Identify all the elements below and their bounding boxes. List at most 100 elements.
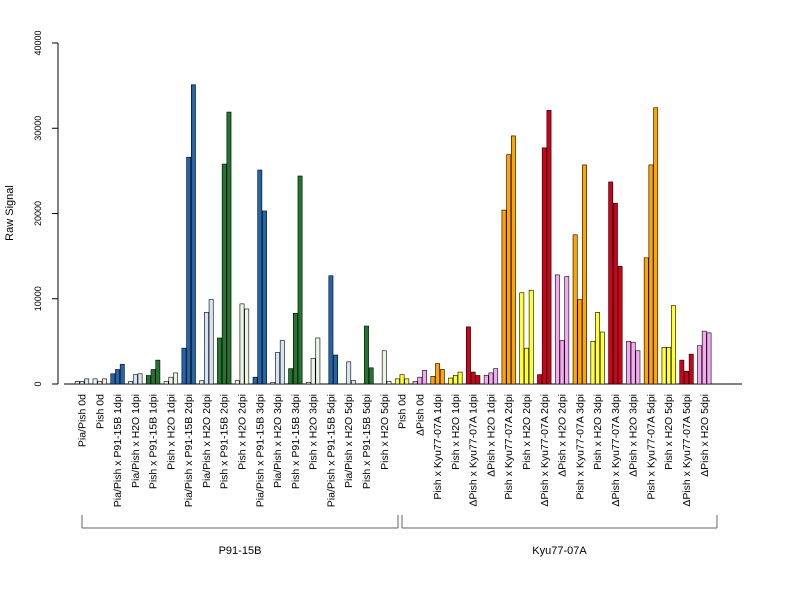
bar — [381, 350, 387, 385]
bar — [617, 266, 623, 385]
bar — [364, 325, 369, 385]
bar — [706, 332, 712, 385]
x-tick-label: Pia/Pish x H2O 5dpi — [343, 394, 355, 488]
x-tick-label: Pish x H2O 3dpi — [308, 394, 320, 470]
bar — [470, 371, 476, 385]
x-tick-label: Pish 0d — [94, 394, 106, 429]
bar — [595, 312, 601, 385]
bars — [74, 84, 712, 385]
bar — [226, 111, 232, 385]
bar — [328, 275, 334, 385]
group-bracket — [401, 515, 718, 529]
x-tick-label: Pia/Pish x P91-15B 5dpi — [325, 394, 337, 507]
bar — [163, 381, 169, 385]
bar — [239, 303, 245, 385]
bar — [404, 378, 410, 385]
bar — [417, 376, 423, 385]
x-tick-label: ΔPish x H2O 1dpi — [485, 394, 497, 477]
bar — [252, 376, 258, 385]
bar — [146, 375, 151, 385]
bar — [679, 359, 685, 385]
bar — [333, 354, 339, 385]
bar — [306, 381, 311, 385]
bar — [368, 367, 374, 385]
bar — [97, 381, 103, 385]
bar — [399, 374, 405, 385]
x-tick-label: ΔPish x Kyu77-07A 5dpi — [681, 394, 693, 507]
bar — [315, 337, 321, 385]
bar — [488, 372, 494, 385]
x-tick-label: Pish 0d — [397, 394, 409, 429]
y-axis: 0 10000 20000 30000 40000 — [33, 30, 59, 387]
bar — [635, 350, 641, 385]
x-tick-label: Pish x H2O 2dpi — [521, 394, 533, 470]
bar — [102, 378, 107, 385]
bar — [394, 378, 400, 385]
bar — [137, 373, 143, 385]
x-tick-label: Pia/Pish x P91-15B 1dpi — [112, 394, 124, 507]
bar — [528, 289, 534, 385]
bar — [257, 169, 263, 385]
bar — [452, 375, 458, 385]
x-tick-label: ΔPish x Kyu77-07A 1dpi — [468, 394, 480, 507]
bar — [666, 347, 672, 385]
bar — [559, 340, 565, 385]
bar — [217, 337, 222, 385]
x-tick-label: Pish x P91-15B 2dpi — [219, 394, 231, 489]
bar — [448, 377, 454, 385]
bar — [244, 308, 250, 385]
x-tick-label: Pish x P91-15B 3dpi — [290, 394, 302, 489]
bar — [119, 364, 125, 385]
bar — [79, 381, 85, 385]
bar — [608, 181, 614, 385]
bar — [661, 347, 667, 385]
x-tick-label: Pia/Pish 0d — [77, 394, 89, 447]
x-tick-label: Pish x H2O 1dpi — [165, 394, 177, 470]
group-label: Kyu77-07A — [532, 545, 587, 557]
x-tick-label: Pish x Kyu77-07A 2dpi — [503, 394, 515, 500]
bar — [457, 371, 463, 385]
bar — [541, 147, 547, 385]
bar — [439, 369, 445, 385]
y-tick-label: 10000 — [33, 286, 43, 311]
bar — [546, 110, 552, 385]
bar — [493, 368, 499, 385]
bar — [537, 374, 542, 385]
bar — [630, 341, 636, 385]
y-tick-label: 20000 — [33, 201, 43, 226]
bar — [701, 330, 707, 385]
bar — [168, 376, 174, 385]
x-tick-label: ΔPish x Kyu77-07A 3dpi — [610, 394, 622, 507]
bar — [590, 341, 596, 385]
bar — [181, 347, 187, 385]
x-tick-label: ΔPish 0d — [414, 394, 426, 436]
bar — [684, 370, 689, 385]
x-tick-label: Pish x H2O 2dpi — [237, 394, 249, 470]
bar — [310, 358, 316, 385]
x-tick-label: Pish x H2O 3dpi — [592, 394, 604, 470]
x-tick-label: ΔPish x H2O 2dpi — [557, 394, 569, 477]
bar — [190, 84, 196, 385]
bar — [92, 378, 98, 385]
x-tick-label: Pish x P91-15B 5dpi — [361, 394, 373, 489]
bar — [511, 135, 516, 385]
bar — [564, 276, 570, 385]
y-tick-label: 40000 — [33, 30, 43, 55]
bar — [626, 341, 631, 385]
y-axis-label: Raw Signal — [4, 185, 16, 241]
bar — [204, 312, 209, 385]
bar — [435, 363, 440, 385]
x-tick-label: Pia/Pish x H2O 2dpi — [201, 394, 213, 488]
bar — [132, 374, 138, 385]
bar — [115, 369, 120, 385]
bar — [173, 372, 178, 385]
x-tick-label: Pish x H2O 5dpi — [379, 394, 391, 470]
bar — [186, 156, 192, 385]
bar — [288, 368, 294, 385]
bar — [292, 312, 298, 385]
x-tick-label: ΔPish x H2O 3dpi — [628, 394, 640, 477]
x-tick-label: Pia/Pish x P91-15B 3dpi — [254, 394, 266, 507]
bar — [483, 375, 489, 385]
